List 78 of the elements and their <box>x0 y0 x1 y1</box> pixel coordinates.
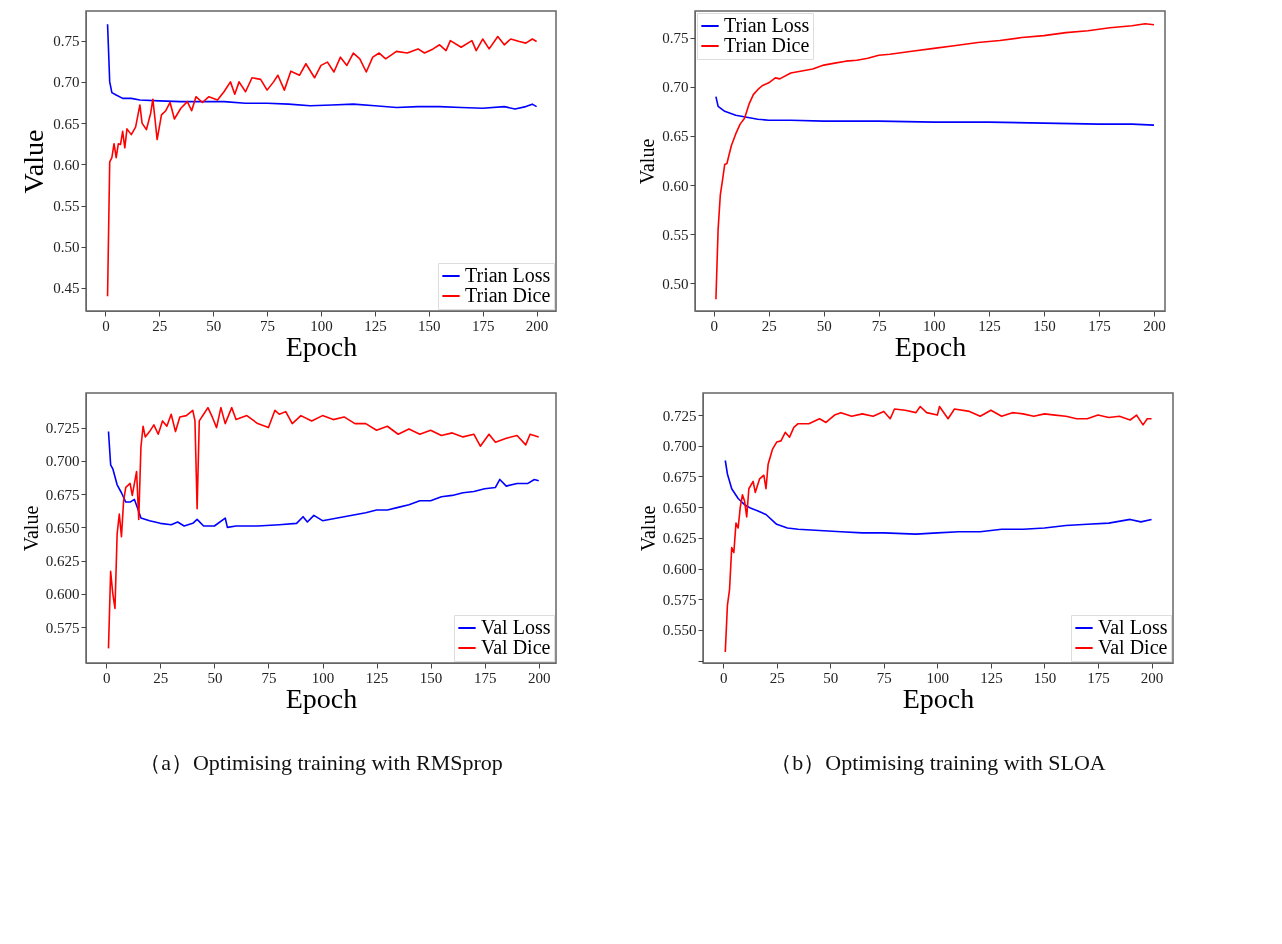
line-series <box>107 430 540 529</box>
x-tick-label: 200 <box>525 317 549 334</box>
x-tick-label: 150 <box>1033 669 1057 686</box>
y-tick-label: 0.725 <box>45 420 80 437</box>
y-axis-title: Value <box>18 129 50 194</box>
x-tick-label: 150 <box>418 317 441 334</box>
x-tick-label: 175 <box>1087 669 1110 686</box>
y-tick-label: 0.625 <box>45 553 80 570</box>
x-tick-label: 50 <box>816 317 832 334</box>
y-tick-label: 0.55 <box>662 226 689 243</box>
y-tick-label: 0.65 <box>662 128 689 145</box>
x-tick-label: 25 <box>153 669 169 686</box>
y-tick-label: 0.575 <box>45 619 80 636</box>
x-tick-label: 175 <box>473 669 497 686</box>
x-tick-label: 200 <box>1140 669 1164 686</box>
y-tick-label: 0.60 <box>53 156 80 173</box>
y-axis-title: Value <box>636 138 659 185</box>
y-tick-label: 0.675 <box>45 486 80 503</box>
y-tick-label: 0.575 <box>662 591 697 608</box>
y-tick-label: 0.75 <box>53 33 80 50</box>
x-tick-label: 125 <box>365 669 389 686</box>
x-tick-label: 25 <box>761 317 777 334</box>
y-tick-label: 0.600 <box>662 561 697 577</box>
y-tick-label: 0.60 <box>662 177 689 194</box>
legend-label: Trian Dice <box>724 34 810 56</box>
text: （b）Optimising training with SLOA <box>770 750 1106 775</box>
legend-label: Trian Loss <box>465 264 551 286</box>
x-tick-label: 75 <box>261 669 277 686</box>
line-series <box>715 95 1155 126</box>
y-tick-label: 0.700 <box>662 438 697 455</box>
y-tick-label: 0.75 <box>662 30 689 47</box>
x-tick-label: 175 <box>471 317 495 334</box>
line-series <box>724 459 1153 535</box>
x-tick-label: 0 <box>710 317 718 334</box>
legend-label: Val Dice <box>481 636 551 658</box>
x-tick-label: 50 <box>206 317 222 334</box>
y-tick-label: 0.65 <box>53 115 80 132</box>
x-tick-label: 175 <box>1088 317 1111 334</box>
legend-label: Trian Dice <box>465 284 551 306</box>
y-tick-label: 0.600 <box>45 586 80 603</box>
legend-label: Trian Loss <box>724 14 810 36</box>
y-tick-label: 0.725 <box>662 407 697 424</box>
x-tick-label: 25 <box>769 669 785 686</box>
x-tick-label: 200 <box>527 669 551 686</box>
x-tick-label: 125 <box>978 317 1001 334</box>
line-series <box>106 23 538 110</box>
y-tick-label: 0.700 <box>45 453 80 470</box>
y-tick-label: 0.675 <box>662 468 697 485</box>
y-tick-label: 0.70 <box>53 74 80 91</box>
y-tick-label: 0.50 <box>53 239 80 256</box>
legend-label: Val Dice <box>1098 636 1168 658</box>
y-axis-title: Value <box>19 505 42 552</box>
x-tick-label: 75 <box>871 317 887 334</box>
x-tick-label: 125 <box>980 669 1003 686</box>
x-tick-label: 150 <box>1033 317 1056 334</box>
x-tick-label: 0 <box>719 669 728 686</box>
x-tick-label: 50 <box>207 669 223 686</box>
y-tick-label: 0.45 <box>53 280 80 297</box>
y-tick-label: 0.55 <box>53 198 80 215</box>
x-tick-label: 125 <box>364 317 387 334</box>
x-tick-label: 75 <box>260 317 276 334</box>
legend-label: Val Loss <box>481 616 551 638</box>
y-axis-title: Value <box>636 505 659 552</box>
y-tick-label: 0.650 <box>45 519 80 536</box>
y-tick-label: 0.625 <box>662 530 697 547</box>
x-tick-label: 75 <box>876 669 892 686</box>
text: （a）Optimising training with RMSprop <box>139 750 503 775</box>
legend-label: Val Loss <box>1098 616 1168 638</box>
x-tick-label: 200 <box>1143 317 1166 334</box>
x-tick-label: 0 <box>103 669 111 686</box>
x-tick-label: 150 <box>419 669 443 686</box>
y-tick-label: 0.550 <box>662 622 697 639</box>
x-tick-label: 0 <box>102 317 110 334</box>
x-tick-label: 25 <box>152 317 168 334</box>
y-tick-label: 0.70 <box>662 79 689 96</box>
y-tick-label: 0.650 <box>662 499 697 516</box>
y-tick-label: 0.50 <box>662 275 689 292</box>
x-tick-label: 50 <box>823 669 839 686</box>
